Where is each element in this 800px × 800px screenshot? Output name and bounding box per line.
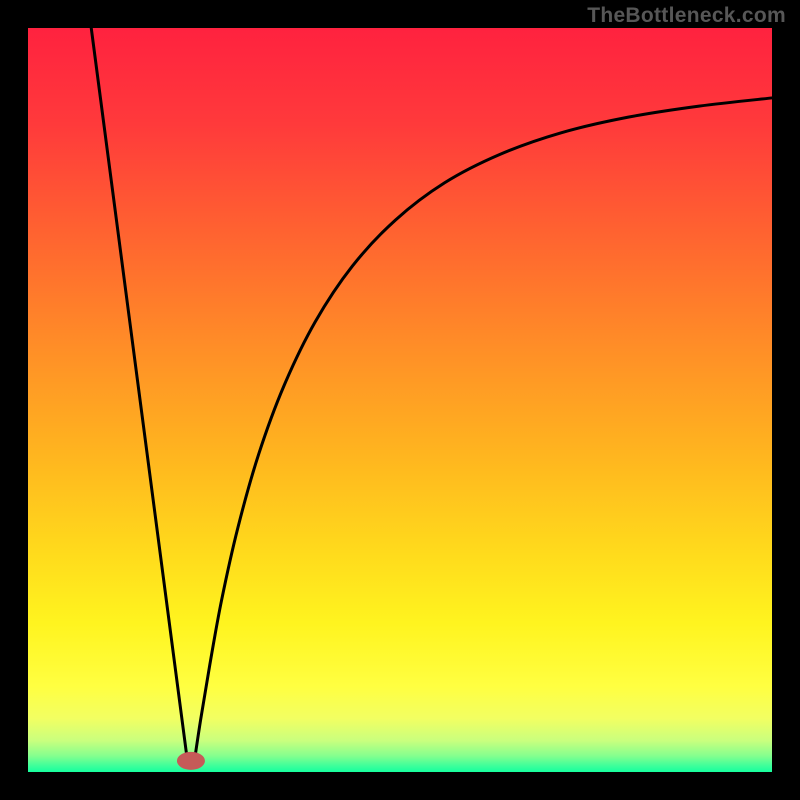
attribution-label: TheBottleneck.com [587, 4, 786, 28]
bottleneck-chart-svg [0, 0, 800, 800]
minimum-marker [177, 752, 205, 770]
chart-container: TheBottleneck.com [0, 0, 800, 800]
